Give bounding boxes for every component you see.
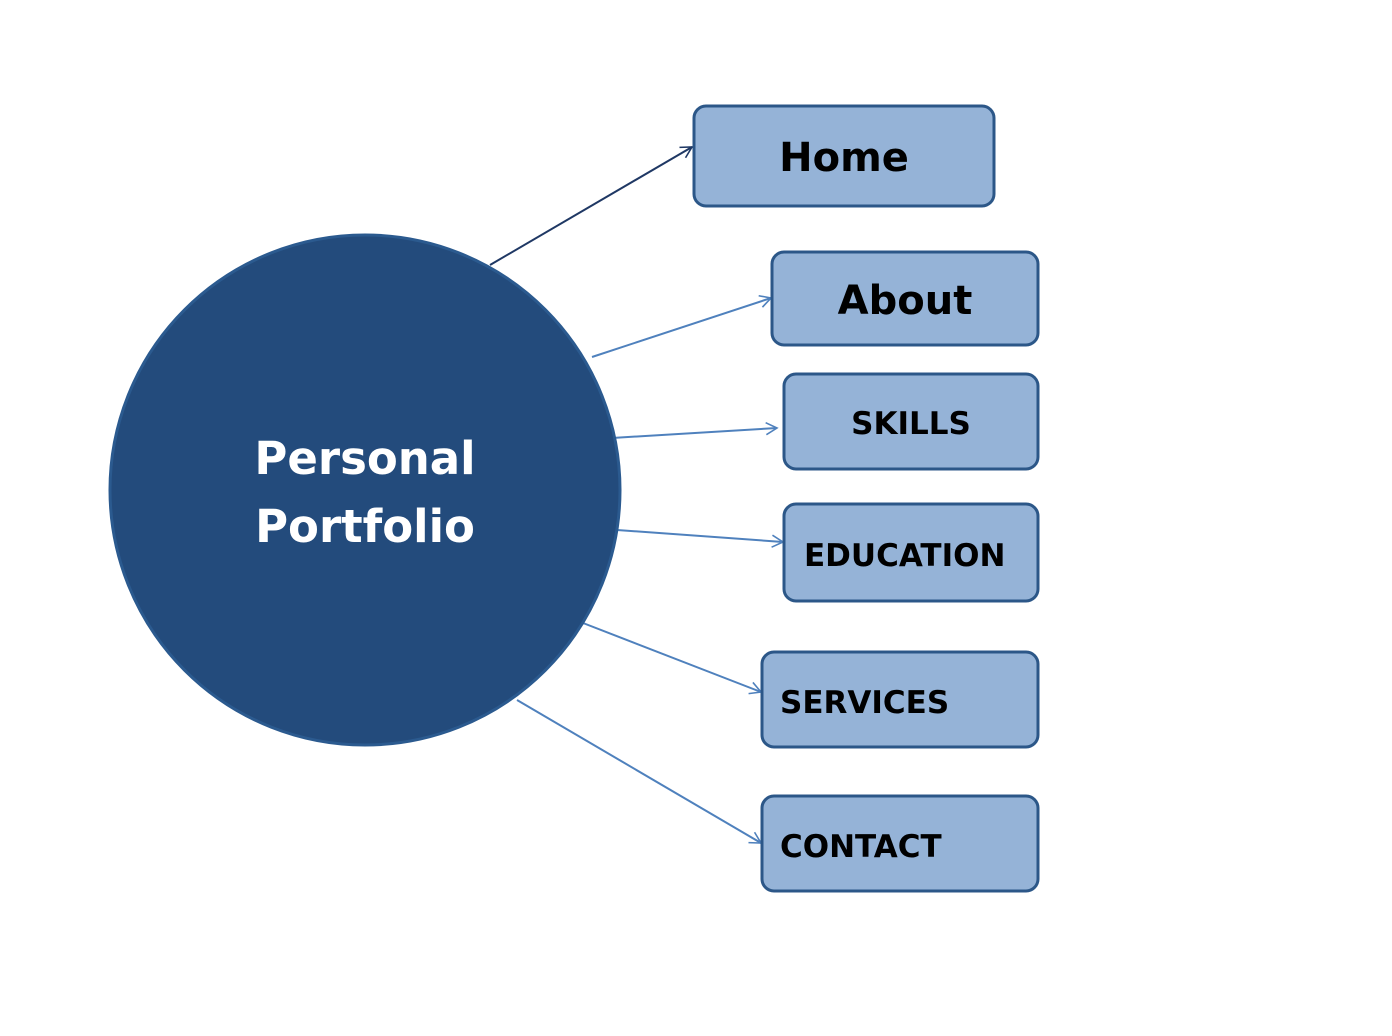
node-skills-label: SKILLS bbox=[851, 406, 971, 442]
node-services-box bbox=[760, 650, 1040, 749]
arrow-to-skills bbox=[611, 421, 779, 439]
arrow-to-about bbox=[591, 294, 773, 358]
node-contact-box bbox=[760, 794, 1040, 893]
node-home-label: Home bbox=[779, 135, 909, 181]
node-education-box bbox=[782, 502, 1040, 603]
node-about-label: About bbox=[838, 278, 973, 324]
arrow-to-services bbox=[582, 622, 763, 695]
node-contact[interactable]: CONTACT bbox=[760, 794, 1040, 893]
node-skills-box bbox=[782, 372, 1040, 471]
node-education[interactable]: EDUCATION bbox=[782, 502, 1040, 603]
node-home-box bbox=[692, 104, 996, 208]
arrow-to-home bbox=[489, 146, 694, 266]
node-contact-label: CONTACT bbox=[780, 829, 942, 865]
node-home[interactable]: Home bbox=[692, 104, 996, 208]
hub-title-line1: Personal bbox=[254, 432, 475, 485]
arrow-to-contact bbox=[516, 699, 763, 844]
hub-title-line2: Portfolio bbox=[255, 500, 475, 553]
node-about-box bbox=[770, 250, 1040, 347]
node-education-label: EDUCATION bbox=[804, 538, 1005, 574]
hub[interactable]: Personal Portfolio bbox=[108, 233, 622, 747]
node-services[interactable]: SERVICES bbox=[760, 650, 1040, 749]
node-about[interactable]: About bbox=[770, 250, 1040, 347]
node-services-label: SERVICES bbox=[780, 685, 949, 721]
arrow-to-education bbox=[616, 529, 785, 548]
node-skills[interactable]: SKILLS bbox=[782, 372, 1040, 471]
hub-circle bbox=[108, 233, 622, 747]
